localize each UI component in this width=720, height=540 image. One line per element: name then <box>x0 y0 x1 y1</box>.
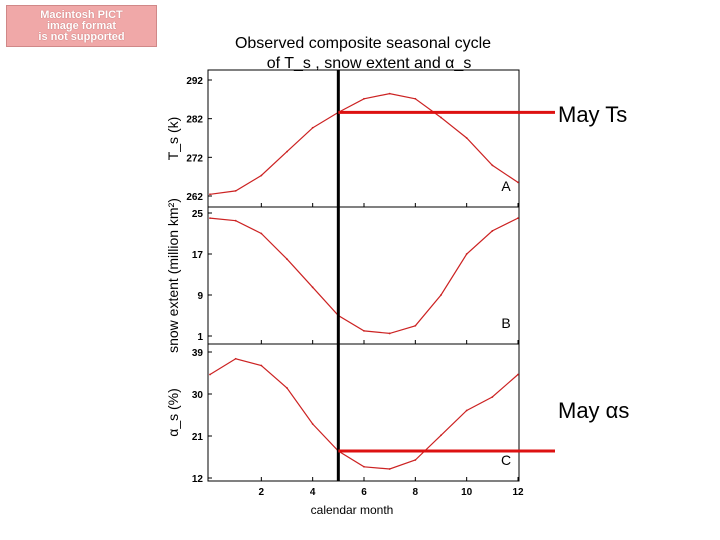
x-tick-label: 4 <box>310 487 316 498</box>
data-point <box>414 324 417 327</box>
data-point <box>209 193 211 196</box>
y-axis-label-B: snow extent (million km²) <box>165 198 181 353</box>
data-point <box>209 217 211 220</box>
data-point <box>414 97 417 100</box>
y-tick-label: 30 <box>192 390 204 401</box>
data-point <box>286 258 288 261</box>
data-point <box>388 468 391 470</box>
data-point <box>234 357 237 360</box>
data-point <box>260 364 263 367</box>
data-point <box>517 373 519 376</box>
data-point <box>311 126 314 129</box>
data-point <box>491 164 494 167</box>
data-point <box>517 181 519 184</box>
data-point <box>440 294 442 296</box>
y-tick-label: 282 <box>186 115 203 126</box>
series-line-B <box>209 217 519 335</box>
x-tick-label: 2 <box>259 487 265 498</box>
data-point <box>465 137 468 139</box>
x-tick-label: 8 <box>413 487 419 498</box>
data-point <box>465 409 468 412</box>
data-point <box>311 423 314 425</box>
callout-may-ts: May Ts <box>558 102 627 127</box>
data-point <box>440 434 442 437</box>
data-point <box>260 174 263 177</box>
panel-frame-2 <box>207 343 520 482</box>
data-point <box>363 329 365 332</box>
chart-title-line-1: Observed composite seasonal cycle <box>235 35 491 52</box>
y-tick-label: 272 <box>186 153 203 164</box>
y-axis-label-A: T_s (k) <box>165 117 181 161</box>
pict-placeholder-badge: Macintosh PICT image format is not suppo… <box>6 5 157 47</box>
y-tick-label: 9 <box>197 291 203 302</box>
data-point <box>388 332 391 335</box>
data-point <box>311 286 314 289</box>
data-point <box>209 373 211 376</box>
x-axis-label: calendar month <box>311 503 394 517</box>
y-tick-label: 292 <box>186 76 203 87</box>
pict-line-3: is not supported <box>38 30 125 43</box>
y-tick-label: 21 <box>192 432 204 443</box>
pict-line-1: Macintosh PICT <box>40 8 123 21</box>
panel-label-B: B <box>501 315 510 331</box>
y-tick-label: 25 <box>192 209 204 220</box>
data-point <box>363 97 365 100</box>
data-point <box>465 253 468 255</box>
chart-title-line-2: of T_s , snow extent and α_s <box>267 55 472 72</box>
callout-may-alpha: May αs <box>558 398 629 423</box>
panel-frame-1 <box>207 206 520 345</box>
data-point <box>440 116 442 119</box>
y-tick-label: 262 <box>186 192 203 203</box>
data-point <box>388 92 391 95</box>
panel-frame-0 <box>207 69 520 208</box>
x-tick-label: 6 <box>361 487 367 498</box>
y-axis-label-C: α_s (%) <box>165 388 181 437</box>
panel-label-C: C <box>501 452 511 468</box>
data-point <box>491 396 494 398</box>
data-point <box>286 387 288 389</box>
data-point <box>517 217 519 220</box>
data-point <box>491 230 494 232</box>
x-tick-label: 12 <box>512 487 524 498</box>
data-point <box>234 219 237 222</box>
data-point <box>234 189 237 192</box>
pict-line-2: image format <box>46 19 117 32</box>
data-point <box>260 232 263 235</box>
y-tick-label: 39 <box>192 348 204 359</box>
panel-label-A: A <box>501 178 511 194</box>
data-point <box>363 465 365 468</box>
x-tick-label: 10 <box>461 487 473 498</box>
series-line-A <box>209 92 519 195</box>
y-tick-label: 17 <box>192 250 204 261</box>
y-tick-label: 1 <box>197 332 203 343</box>
y-tick-label: 12 <box>192 474 204 485</box>
data-point <box>414 459 417 461</box>
data-point <box>286 150 288 153</box>
